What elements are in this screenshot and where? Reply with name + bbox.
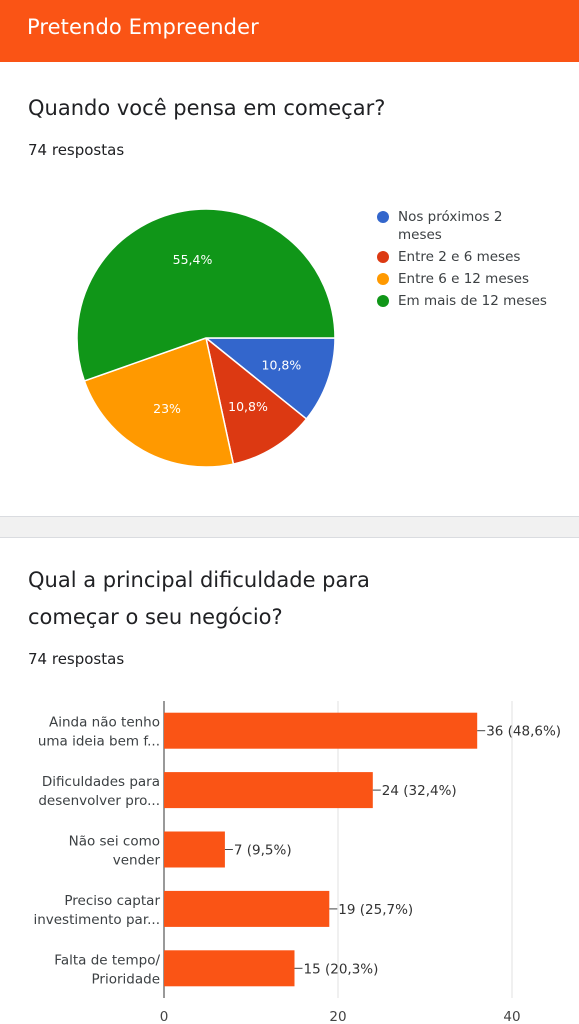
- pie-slice: [203, 337, 336, 421]
- bar: [164, 772, 373, 809]
- legend-label: Entre 6 e 12 meses: [398, 271, 530, 287]
- legend-dot-icon: [377, 251, 389, 263]
- category-label: desenvolver pro...: [38, 793, 160, 809]
- x-tick-label: 20: [329, 1009, 346, 1024]
- pie-slice: [204, 336, 308, 465]
- response-count: 74 respostas: [28, 650, 125, 668]
- legend-label: Entre 2 e 6 meses: [398, 249, 521, 265]
- category-label: Ainda não tenho: [49, 715, 160, 731]
- bar: [164, 890, 330, 927]
- pie-slice: [83, 337, 235, 468]
- question-card-1: Quando você pensa em começar? 74 respost…: [0, 62, 579, 517]
- category-label: Falta de tempo/: [54, 952, 160, 968]
- legend-label: Em mais de 12 meses: [398, 293, 547, 309]
- bar-value-label: 7 (9,5%): [234, 843, 292, 859]
- question-title-line-1: Qual a principal dificuldade para: [28, 568, 370, 592]
- app-title: Pretendo Empreender: [27, 15, 259, 39]
- question-title-line-2: começar o seu negócio?: [28, 605, 283, 629]
- bar-value-label: 36 (48,6%): [486, 724, 561, 740]
- legend-label: Nos próximos 2 meses: [398, 209, 503, 243]
- category-label: Prioridade: [92, 971, 160, 987]
- pie-slice-label: 10,8%: [262, 358, 302, 373]
- bar: [164, 831, 225, 868]
- legend-dot-icon: [377, 295, 389, 307]
- pie-chart: 10,8% 10,8% 23% 55,4%: [76, 208, 336, 468]
- category-label: Preciso captar: [64, 893, 160, 909]
- question-card-2: Qual a principal dificuldade para começa…: [0, 537, 579, 1024]
- pie-slice-label: 10,8%: [228, 399, 268, 414]
- pie-slice-label: 55,4%: [173, 252, 213, 267]
- bar-value-label: 19 (25,7%): [338, 902, 413, 918]
- question-title: Quando você pensa em começar?: [28, 96, 386, 120]
- app-header: Pretendo Empreender: [0, 0, 579, 62]
- pie-slice-label: 23%: [153, 401, 181, 416]
- category-label: vender: [113, 853, 161, 869]
- category-label: investimento par...: [33, 912, 160, 928]
- pie-legend: Nos próximos 2 meses Entre 2 e 6 meses Ent…: [376, 208, 576, 314]
- legend-item: Nos próximos 2 meses: [376, 208, 576, 244]
- response-count: 74 respostas: [28, 141, 125, 159]
- x-tick-label: 0: [160, 1009, 169, 1024]
- bar-value-label: 15 (20,3%): [304, 961, 379, 977]
- bar: [164, 950, 295, 987]
- legend-dot-icon: [377, 211, 389, 223]
- legend-dot-icon: [377, 273, 389, 285]
- legend-item: Entre 2 e 6 meses: [376, 248, 576, 266]
- x-tick-label: 40: [503, 1009, 520, 1024]
- bar: [164, 712, 478, 749]
- legend-item: Em mais de 12 meses: [376, 292, 576, 310]
- bar-chart: Ainda não tenho uma ideia bem f... Dificul…: [33, 701, 561, 1024]
- bar-value-label: 24 (32,4%): [382, 783, 457, 799]
- legend-item: Entre 6 e 12 meses: [376, 270, 576, 288]
- pie-slice: [76, 208, 336, 382]
- category-label: Dificuldades para: [42, 774, 160, 790]
- category-label: uma ideia bem f...: [38, 734, 160, 750]
- category-label: Não sei como: [69, 834, 160, 850]
